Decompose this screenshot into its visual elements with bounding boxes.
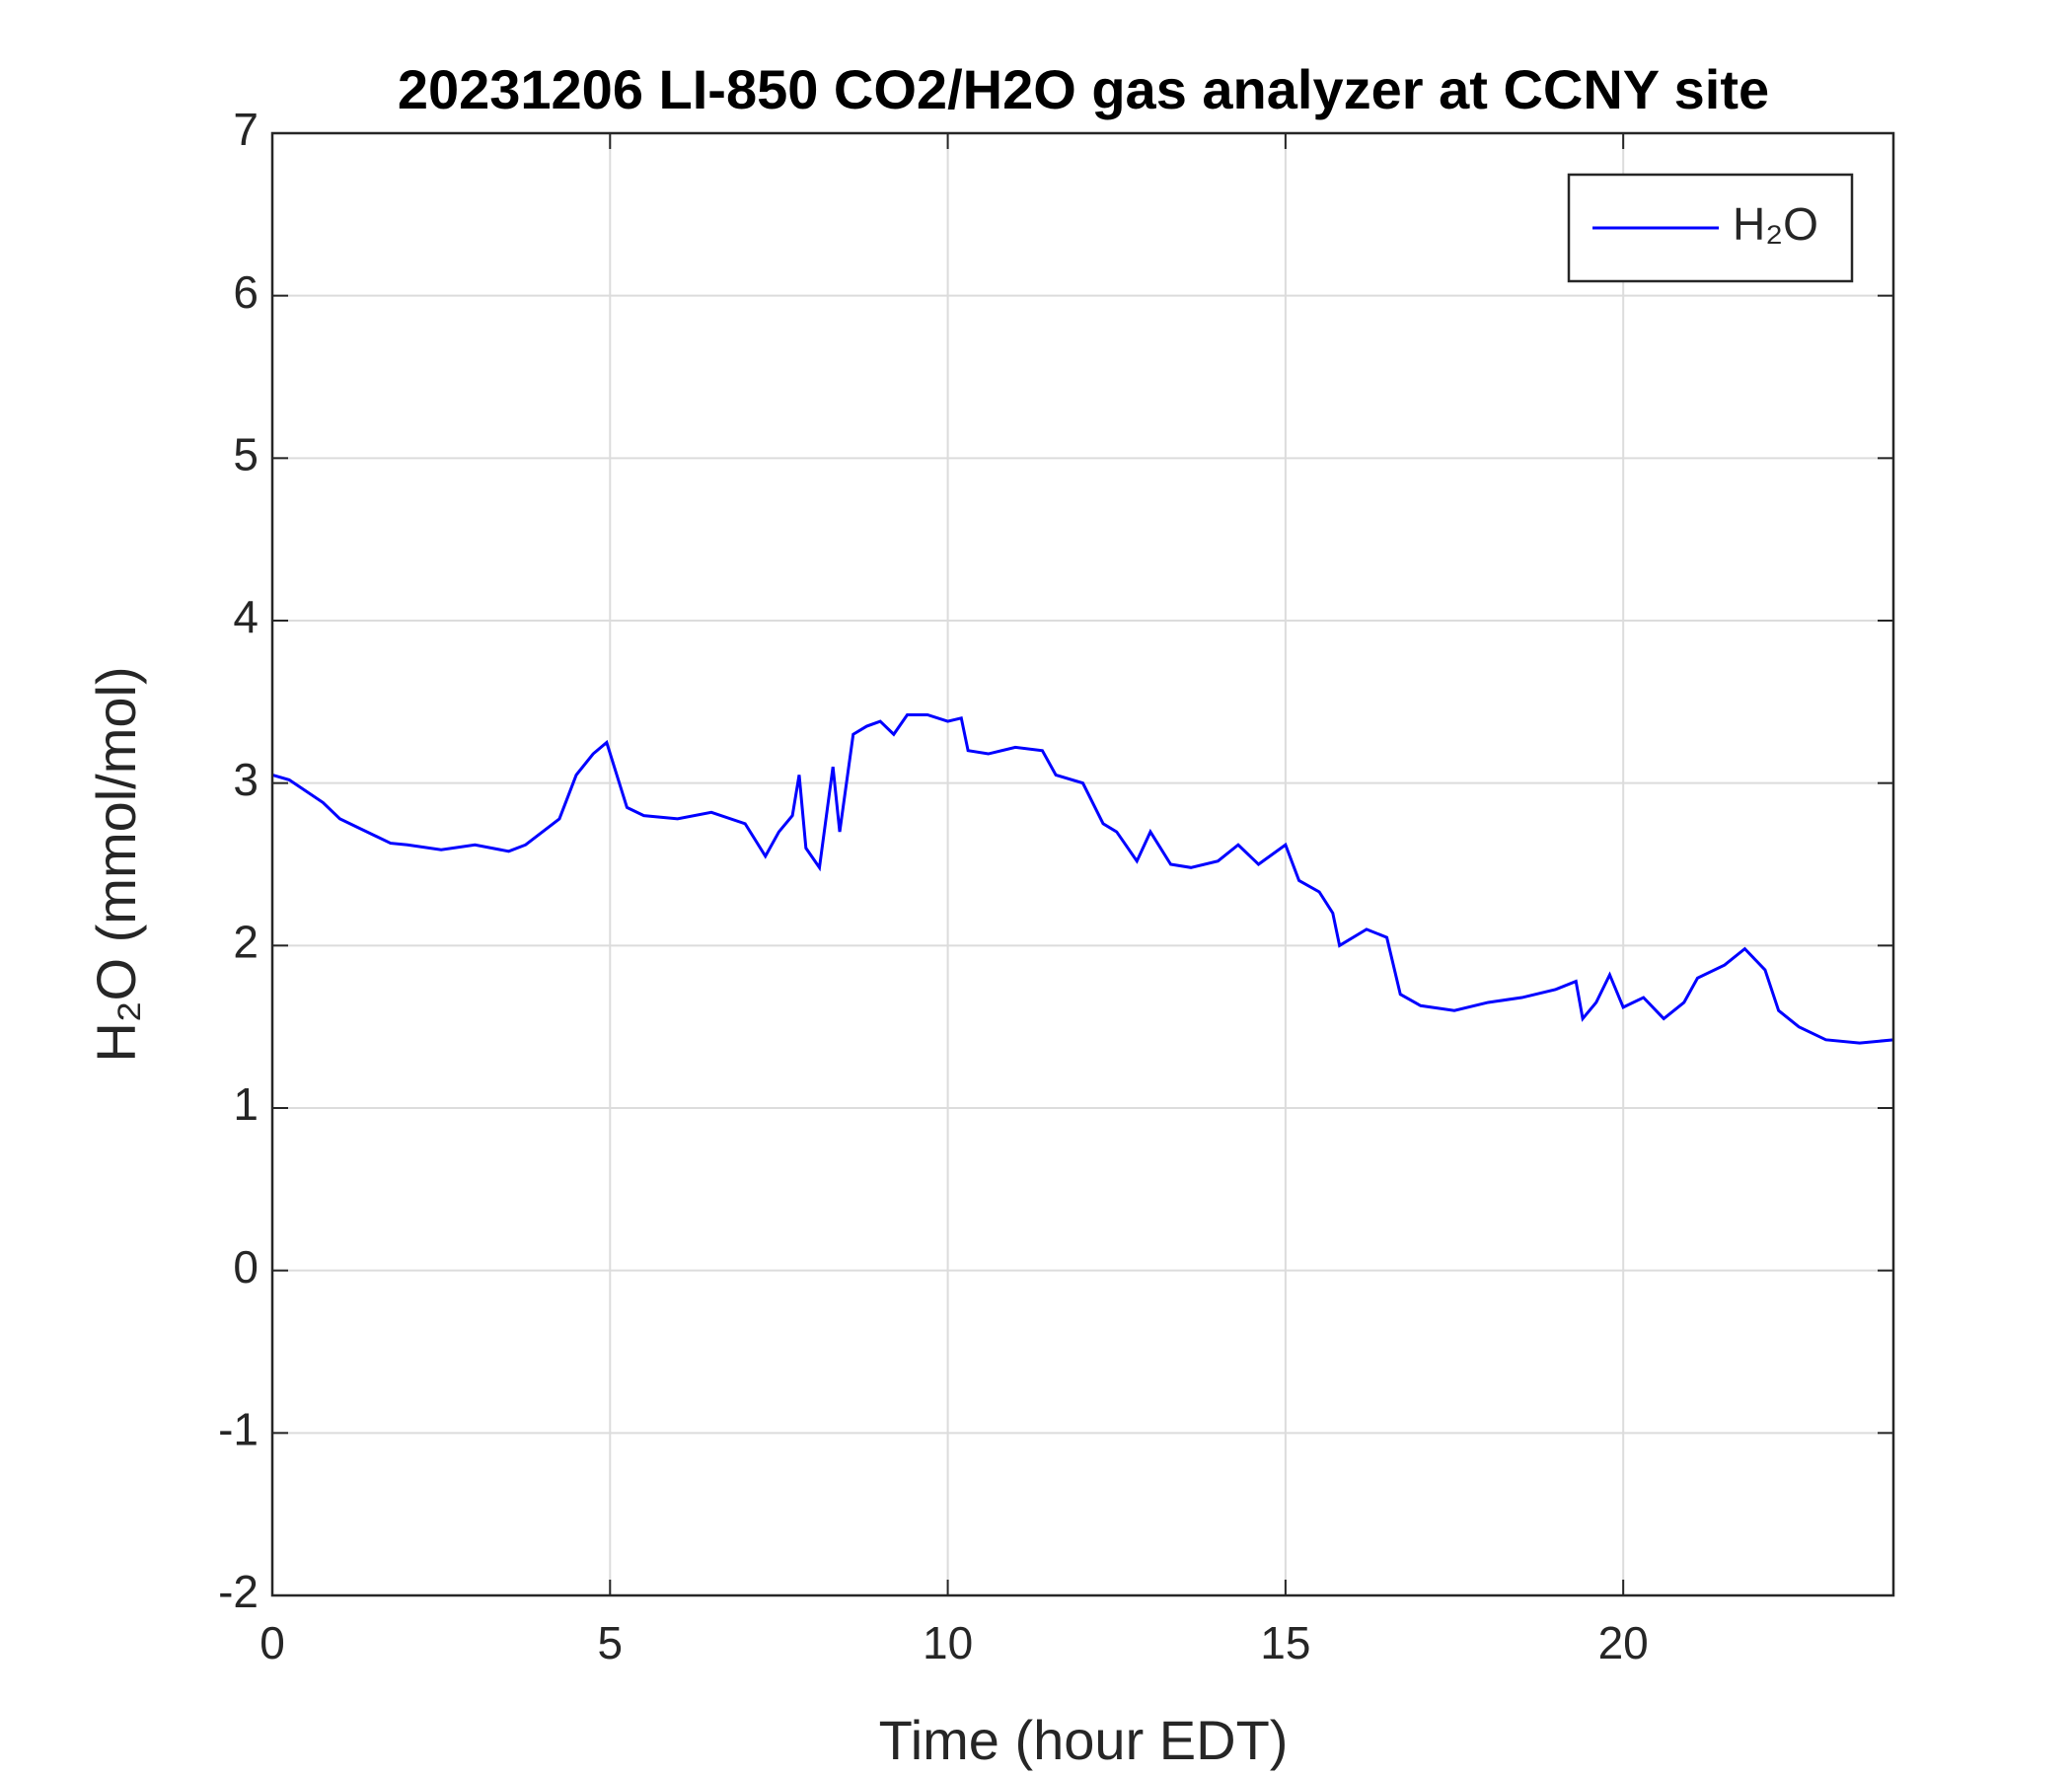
legend-label: H₂O (1733, 198, 1818, 250)
y-tick-label: 1 (233, 1078, 259, 1130)
x-tick-label: 10 (923, 1617, 973, 1668)
y-tick-label: -2 (218, 1566, 259, 1617)
x-tick-label: 20 (1598, 1617, 1649, 1668)
y-tick-label: -1 (218, 1403, 259, 1454)
y-tick-label: 3 (233, 754, 259, 805)
y-tick-label: 7 (233, 104, 259, 155)
y-axis-label: H₂O (mmol/mol) (85, 666, 147, 1062)
plot-frame (270, 131, 1895, 1597)
y-tick-label: 5 (233, 428, 259, 480)
y-tick-label: 6 (233, 266, 259, 318)
y-tick-label: 4 (233, 591, 259, 642)
chart-title: 20231206 LI-850 CO2/H2O gas analyzer at … (398, 58, 1769, 120)
x-tick-label: 5 (597, 1617, 623, 1668)
y-tick-label: 0 (233, 1241, 259, 1293)
x-tick-label: 15 (1260, 1617, 1310, 1668)
x-axis-label: Time (hour EDT) (879, 1709, 1289, 1771)
y-tick-label: 2 (233, 916, 259, 967)
x-tick-label: 0 (259, 1617, 285, 1668)
data-line (271, 713, 1894, 1045)
